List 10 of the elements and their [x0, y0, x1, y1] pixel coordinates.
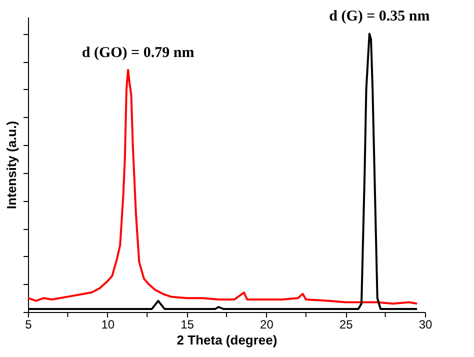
annotation: d (G) = 0.35 nm	[329, 8, 430, 25]
x-tick-label: 25	[339, 318, 354, 332]
x-tick-label: 20	[260, 318, 274, 332]
x-tick-label: 15	[180, 318, 194, 332]
x-tick-label: 10	[101, 318, 115, 332]
x-axis-title: 2 Theta (degree)	[176, 332, 278, 348]
x-tick-label: 30	[418, 318, 432, 332]
annotation: d (GO) = 0.79 nm	[82, 44, 195, 61]
x-tick-label: 5	[25, 318, 32, 332]
y-axis-title: Intensity (a.u.)	[4, 120, 19, 210]
